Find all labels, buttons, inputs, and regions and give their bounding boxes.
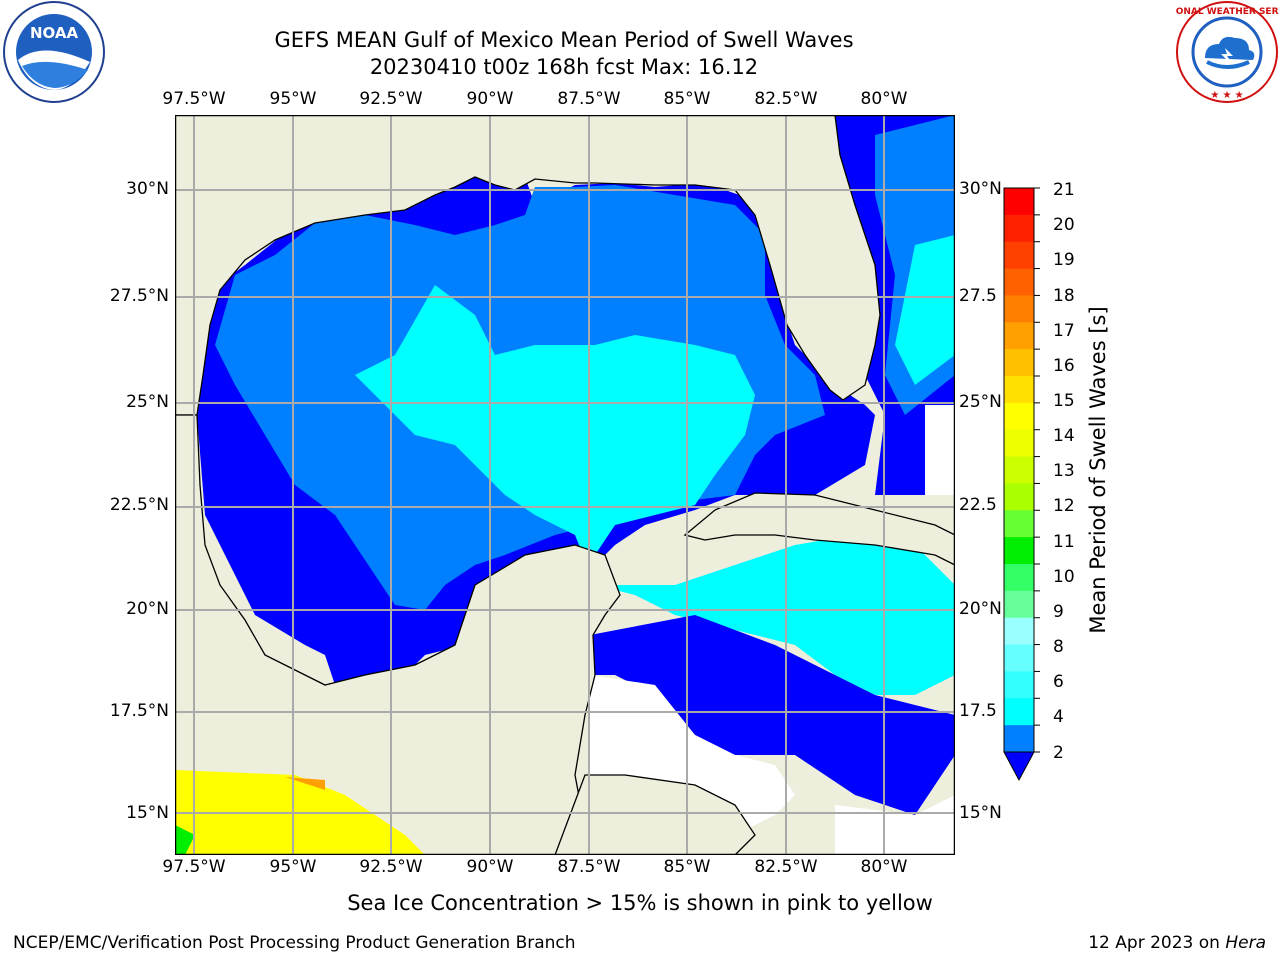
lon-label-top: 82.5°W bbox=[754, 89, 818, 109]
colorbar-segment bbox=[1004, 671, 1034, 699]
nws-logo: NATIONAL WEATHER SERVICE ★ ★ ★ bbox=[1175, 1, 1279, 103]
lon-label-bottom: 80°W bbox=[860, 857, 908, 877]
colorbar-segment bbox=[1004, 349, 1034, 377]
colorbar-tick: 11 bbox=[1053, 532, 1075, 552]
caribbean-blue-zone bbox=[590, 615, 955, 815]
colorbar-frame bbox=[1003, 187, 1035, 753]
mexico-land bbox=[175, 414, 621, 855]
nws-logo-text: NATIONAL WEATHER SERVICE bbox=[1175, 7, 1279, 17]
lon-label-top: 97.5°W bbox=[162, 89, 226, 109]
colorbar-segment bbox=[1004, 295, 1034, 323]
lon-label-top: 90°W bbox=[466, 89, 514, 109]
lon-label-bottom: 82.5°W bbox=[754, 857, 818, 877]
colorbar-tick: 9 bbox=[1053, 602, 1064, 622]
white-strip-east bbox=[925, 405, 955, 495]
colorbar-segment bbox=[1004, 564, 1034, 592]
gulf-cyan-zone bbox=[355, 285, 955, 695]
colorbar-segment bbox=[1004, 188, 1034, 216]
colorbar-tick: 10 bbox=[1053, 567, 1075, 587]
colorbar-tick: 19 bbox=[1053, 250, 1075, 270]
lon-label-top: 80°W bbox=[860, 89, 908, 109]
colorbar-segment bbox=[1004, 483, 1034, 511]
map-gridlines bbox=[175, 115, 955, 855]
lat-label-left: 17.5°N bbox=[109, 701, 169, 721]
lat-label-left: 20°N bbox=[126, 599, 169, 619]
lat-label-right: 15°N bbox=[959, 803, 1002, 823]
colorbar-extend-arrow bbox=[1003, 751, 1035, 782]
colorbar-label: Mean Period of Swell Waves [s] bbox=[1086, 306, 1110, 634]
lon-label-top: 87.5°W bbox=[557, 89, 621, 109]
lon-label-top: 92.5°W bbox=[359, 89, 423, 109]
lat-label-left: 22.5°N bbox=[109, 495, 169, 515]
lat-label-right: 27.5 bbox=[959, 286, 997, 306]
colorbar-tick: 13 bbox=[1053, 461, 1075, 481]
lat-label-left: 25°N bbox=[126, 392, 169, 412]
colorbar-segment bbox=[1004, 402, 1034, 431]
map-subtitle: 20230410 t00z 168h fcst Max: 16.12 bbox=[369, 55, 759, 79]
cuba-land bbox=[683, 492, 955, 566]
lat-label-right: 25°N bbox=[959, 392, 1002, 412]
lat-label-left: 15°N bbox=[126, 803, 169, 823]
colorbar-segment bbox=[1004, 590, 1034, 619]
central-america-land bbox=[554, 774, 756, 855]
south-land-green bbox=[175, 825, 195, 855]
colorbar-segment bbox=[1004, 617, 1034, 646]
lon-label-bottom: 92.5°W bbox=[359, 857, 423, 877]
lon-label-bottom: 95°W bbox=[269, 857, 317, 877]
noaa-logo-text: NOAA bbox=[30, 24, 79, 42]
lon-label-bottom: 90°W bbox=[466, 857, 514, 877]
colorbar-segment bbox=[1004, 644, 1034, 672]
lat-label-left: 27.5°N bbox=[109, 286, 169, 306]
footer-host: Hera bbox=[1225, 933, 1266, 953]
colorbar-segment bbox=[1004, 510, 1034, 538]
caribbean-white-gap-east bbox=[835, 795, 955, 855]
colorbar-segment bbox=[1004, 241, 1034, 270]
svg-text:★ ★ ★: ★ ★ ★ bbox=[1210, 90, 1243, 101]
colorbar bbox=[1003, 187, 1040, 782]
colorbar-tick: 8 bbox=[1053, 637, 1064, 657]
colorbar-segment bbox=[1004, 725, 1034, 753]
colorbar-segment bbox=[1004, 268, 1034, 296]
map-plot bbox=[175, 115, 955, 855]
colorbar-segment bbox=[1004, 429, 1034, 458]
colorbar-tick: 20 bbox=[1053, 215, 1075, 235]
colorbar-segment bbox=[1004, 456, 1034, 484]
map-frame bbox=[175, 115, 955, 855]
lat-label-right: 20°N bbox=[959, 599, 1002, 619]
colorbar-tick: 18 bbox=[1053, 286, 1075, 306]
colorbar-segment bbox=[1004, 322, 1034, 350]
lon-label-bottom: 87.5°W bbox=[557, 857, 621, 877]
colorbar-tick: 17 bbox=[1053, 321, 1075, 341]
map-title: GEFS MEAN Gulf of Mexico Mean Period of … bbox=[274, 28, 854, 52]
colorbar-tick: 4 bbox=[1053, 707, 1064, 727]
lat-label-left: 30°N bbox=[126, 179, 169, 199]
colorbar-tick: 2 bbox=[1053, 743, 1064, 763]
footer-credit: NCEP/EMC/Verification Post Processing Pr… bbox=[13, 933, 576, 953]
colorbar-segment bbox=[1004, 537, 1034, 565]
footer-date-text: 12 Apr 2023 on bbox=[1088, 933, 1220, 953]
lat-label-right: 17.5 bbox=[959, 701, 997, 721]
lon-label-bottom: 97.5°W bbox=[162, 857, 226, 877]
colorbar-tick: 15 bbox=[1053, 391, 1075, 411]
colorbar-tick: 12 bbox=[1053, 496, 1075, 516]
colorbar-tick: 14 bbox=[1053, 426, 1075, 446]
colorbar-segment bbox=[1004, 376, 1034, 404]
lat-label-right: 22.5 bbox=[959, 495, 997, 515]
lon-label-bottom: 85°W bbox=[663, 857, 711, 877]
south-land-edge bbox=[285, 777, 325, 790]
atlantic-cyan-zone bbox=[895, 235, 955, 385]
noaa-logo: NOAA bbox=[3, 1, 105, 103]
colorbar-tick: 16 bbox=[1053, 356, 1075, 376]
colorbar-tick: 6 bbox=[1053, 672, 1064, 692]
sea-ice-note: Sea Ice Concentration > 15% is shown in … bbox=[347, 891, 933, 915]
lon-label-top: 95°W bbox=[269, 89, 317, 109]
colorbar-tick: 21 bbox=[1053, 180, 1075, 200]
colorbar-segment bbox=[1004, 214, 1034, 243]
footer-date: 12 Apr 2023 on Hera bbox=[1088, 933, 1266, 953]
lat-label-right: 30°N bbox=[959, 179, 1002, 199]
colorbar-segment bbox=[1004, 698, 1034, 726]
lon-label-top: 85°W bbox=[663, 89, 711, 109]
